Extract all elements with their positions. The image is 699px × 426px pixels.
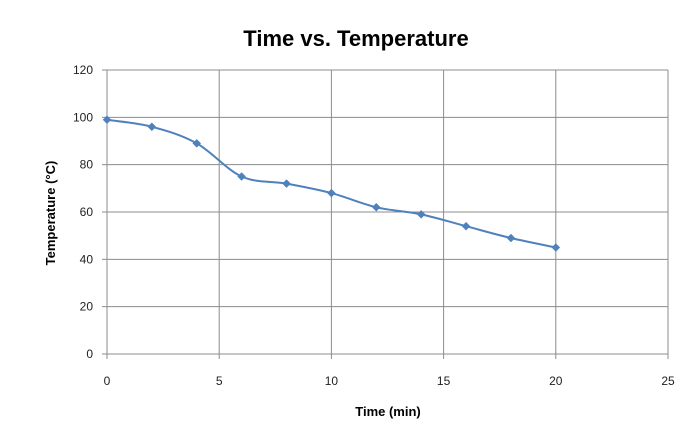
data-point <box>461 221 471 231</box>
data-point <box>282 179 291 188</box>
x-axis-label: Time (min) <box>355 404 421 419</box>
y-tick-label: 40 <box>80 252 94 266</box>
data-point <box>371 202 381 212</box>
y-tick-label: 80 <box>80 158 94 172</box>
data-point <box>147 122 157 132</box>
x-tick-label: 25 <box>661 374 675 388</box>
x-tick-label: 20 <box>549 374 563 388</box>
y-tick-label: 100 <box>73 110 93 124</box>
series <box>102 115 561 252</box>
y-tick-label: 0 <box>86 347 93 361</box>
chart-title: Time vs. Temperature <box>243 26 468 51</box>
y-tick-label: 120 <box>73 63 93 77</box>
gridlines <box>107 69 669 354</box>
y-tick-label: 60 <box>80 205 94 219</box>
y-tick-label: 20 <box>80 300 94 314</box>
data-point <box>506 233 516 243</box>
data-point <box>102 115 112 125</box>
data-point <box>237 172 246 181</box>
axes <box>102 69 669 359</box>
data-point <box>192 139 202 148</box>
tick-labels: 0 20 40 60 80 100 120 0 5 10 15 20 25 <box>73 63 675 388</box>
x-tick-label: 0 <box>104 374 111 388</box>
data-point <box>416 210 426 219</box>
data-point <box>327 188 336 198</box>
x-tick-label: 10 <box>325 374 339 388</box>
data-point <box>551 243 561 252</box>
y-axis-label: Temperature (°C) <box>43 161 58 266</box>
x-tick-label: 5 <box>216 374 223 388</box>
x-tick-label: 15 <box>437 374 451 388</box>
